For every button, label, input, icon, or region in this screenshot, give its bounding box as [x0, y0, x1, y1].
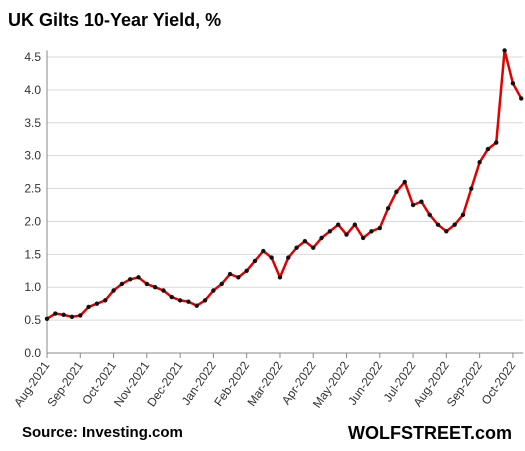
point	[227, 271, 233, 277]
y-tick-label: 4.5	[24, 50, 41, 64]
point	[236, 275, 241, 280]
point	[410, 202, 416, 208]
point	[327, 229, 333, 234]
point	[169, 294, 174, 300]
point	[252, 258, 258, 264]
chart-title: UK Gilts 10-Year Yield, %	[8, 10, 221, 30]
point	[286, 255, 291, 260]
point	[261, 248, 266, 254]
y-tick-label: 0.5	[24, 313, 41, 327]
point	[452, 222, 457, 227]
point	[202, 298, 208, 303]
point	[44, 316, 50, 321]
point	[477, 160, 482, 165]
y-tick-label: 1.0	[24, 280, 41, 294]
point	[377, 225, 382, 231]
point	[519, 96, 524, 101]
y-tick-label: 2.5	[24, 182, 41, 196]
point	[136, 275, 141, 280]
point	[211, 288, 216, 293]
point	[219, 281, 224, 287]
point	[444, 229, 449, 234]
y-tick-label: 2.0	[24, 214, 41, 228]
source: Source: Investing.com	[22, 424, 183, 441]
point	[360, 235, 366, 241]
point	[53, 311, 58, 316]
point	[277, 275, 283, 280]
point	[394, 189, 399, 195]
y-tick-label: 3.5	[24, 116, 41, 130]
point	[319, 235, 324, 241]
point	[402, 179, 407, 185]
point	[78, 313, 83, 318]
y-tick-label: 1.5	[24, 247, 41, 261]
point	[344, 232, 349, 237]
x-tick-label: Jun-2022	[345, 358, 385, 407]
y-tick-label: 0.0	[24, 346, 41, 360]
point	[311, 245, 316, 250]
point	[161, 288, 166, 293]
point	[485, 146, 491, 152]
point	[194, 303, 199, 308]
point	[419, 199, 424, 204]
series-line	[46, 49, 523, 320]
point	[111, 288, 116, 293]
point	[294, 245, 299, 250]
point	[352, 222, 358, 227]
brand: WOLFSTREET.com	[348, 423, 512, 443]
point	[69, 314, 75, 320]
point	[494, 140, 499, 145]
point	[435, 222, 441, 227]
point	[144, 281, 150, 287]
point	[302, 238, 308, 244]
point	[369, 229, 374, 234]
y-tick-label: 3.0	[24, 149, 41, 163]
point	[128, 277, 133, 282]
point	[152, 285, 158, 290]
point	[103, 298, 108, 303]
point	[177, 298, 183, 303]
point	[385, 206, 391, 211]
point	[460, 212, 466, 218]
point	[510, 81, 516, 86]
point	[244, 268, 249, 273]
y-tick-label: 4.0	[24, 83, 41, 97]
point	[469, 186, 474, 191]
x-tick-label: Oct-2022	[479, 358, 519, 407]
point	[502, 48, 507, 53]
point	[336, 222, 341, 227]
point	[61, 312, 66, 318]
point	[427, 212, 432, 218]
point	[86, 304, 91, 310]
point	[186, 299, 191, 304]
point	[94, 301, 100, 306]
point	[269, 255, 274, 260]
point	[119, 281, 125, 287]
